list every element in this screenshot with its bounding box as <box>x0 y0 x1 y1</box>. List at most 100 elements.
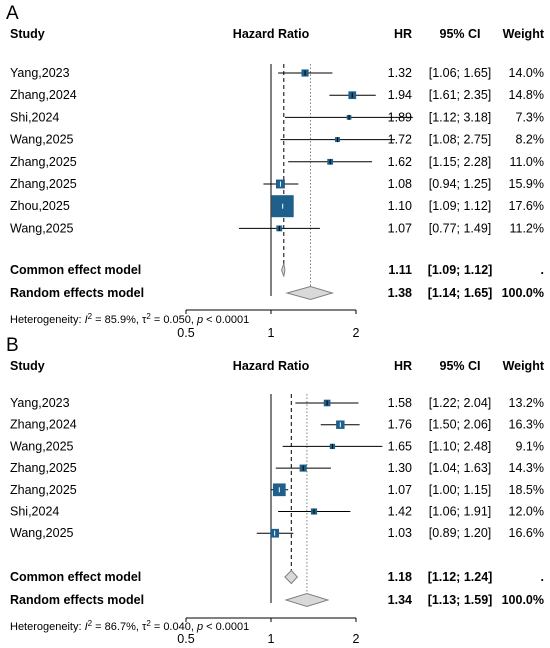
study-ci: [1.10; 2.48] <box>429 439 492 453</box>
study-label: Wang,2025 <box>10 526 74 540</box>
study-label: Zhou,2025 <box>10 199 70 213</box>
study-label: Wang,2025 <box>10 221 74 235</box>
study-ci: [0.77; 1.49] <box>429 221 492 235</box>
study-label: Shi,2024 <box>10 110 59 124</box>
study-weight: 11.0% <box>509 155 544 169</box>
x-tick-label: 1 <box>268 632 275 646</box>
study-hr: 1.07 <box>388 221 412 235</box>
x-tick-label: 2 <box>353 326 360 340</box>
header-hr: HR <box>394 359 412 373</box>
x-tick-label: 0.5 <box>177 632 194 646</box>
common-effect-ci: [1.12; 1.24] <box>428 570 493 584</box>
study-hr: 1.10 <box>388 199 412 213</box>
common-effect-label: Common effect model <box>10 570 141 584</box>
x-tick-label: 0.5 <box>177 326 194 340</box>
header-hazard-ratio: Hazard Ratio <box>233 27 310 41</box>
header-weight: Weight <box>503 27 545 41</box>
study-hr: 1.32 <box>388 66 412 80</box>
study-ci: [1.50; 2.06] <box>429 418 492 432</box>
study-weight: 8.2% <box>516 133 545 147</box>
common-effect-diamond <box>284 569 299 585</box>
study-hr: 1.94 <box>388 88 412 102</box>
study-hr: 1.76 <box>388 418 412 432</box>
study-label: Zhang,2025 <box>10 177 77 191</box>
panel-label: B <box>6 335 19 356</box>
header-study: Study <box>10 27 45 41</box>
study-ci: [0.94; 1.25] <box>429 177 492 191</box>
common-effect-ci: [1.09; 1.12] <box>428 263 493 277</box>
study-ci: [1.12; 3.18] <box>429 110 492 124</box>
study-weight: 15.9% <box>509 177 544 191</box>
random-effect-weight: 100.0% <box>502 593 544 607</box>
study-weight: 17.6% <box>509 199 544 213</box>
study-weight: 16.6% <box>509 526 544 540</box>
study-weight: 12.0% <box>509 505 544 519</box>
study-hr: 1.62 <box>388 155 412 169</box>
study-ci: [1.06; 1.91] <box>429 505 492 519</box>
study-ci: [1.00; 1.15] <box>429 483 492 497</box>
study-hr: 1.72 <box>388 133 412 147</box>
study-ci: [1.09; 1.12] <box>429 199 492 213</box>
random-effect-hr: 1.38 <box>388 286 412 300</box>
study-hr: 1.03 <box>388 526 412 540</box>
header-ci: 95% CI <box>440 359 481 373</box>
random-effect-diamond <box>284 592 330 608</box>
x-tick-label: 2 <box>353 632 360 646</box>
forest-panel-a: A Study Hazard Ratio HR 95% CI Weight Yang,202… <box>6 3 545 340</box>
study-ci: [1.15; 2.28] <box>429 155 492 169</box>
study-ci: [1.04; 1.63] <box>429 461 492 475</box>
header-hazard-ratio: Hazard Ratio <box>233 359 310 373</box>
study-ci: [0.89; 1.20] <box>429 526 492 540</box>
random-effect-hr: 1.34 <box>388 593 412 607</box>
header-ci: 95% CI <box>440 27 481 41</box>
study-hr: 1.58 <box>388 396 412 410</box>
study-label: Shi,2024 <box>10 505 59 519</box>
study-weight: 14.8% <box>509 88 544 102</box>
study-label: Yang,2023 <box>10 66 70 80</box>
study-label: Zhang,2025 <box>10 461 77 475</box>
study-label: Zhang,2025 <box>10 483 77 497</box>
study-hr: 1.07 <box>388 483 412 497</box>
study-weight: 14.0% <box>509 66 544 80</box>
common-effect-hr: 1.18 <box>388 570 412 584</box>
study-ci: [1.08; 2.75] <box>429 133 492 147</box>
common-effect-weight: . <box>541 263 544 277</box>
header-study: Study <box>10 359 45 373</box>
heterogeneity-text: Heterogeneity: I2 = 86.7%, τ2 = 0.040, p… <box>10 619 249 634</box>
header-weight: Weight <box>503 359 545 373</box>
study-weight: 7.3% <box>516 110 545 124</box>
study-label: Zhang,2025 <box>10 155 77 169</box>
study-weight: 9.1% <box>516 439 545 453</box>
study-hr: 1.08 <box>388 177 412 191</box>
x-tick-label: 1 <box>268 326 275 340</box>
common-effect-hr: 1.11 <box>388 263 412 277</box>
study-label: Wang,2025 <box>10 133 74 147</box>
study-ci: [1.06; 1.65] <box>429 66 492 80</box>
study-label: Zhang,2024 <box>10 88 77 102</box>
random-effect-label: Random effects model <box>10 593 144 607</box>
study-hr: 1.30 <box>388 461 412 475</box>
study-weight: 13.2% <box>509 396 544 410</box>
study-ci: [1.22; 2.04] <box>429 396 492 410</box>
study-label: Zhang,2024 <box>10 418 77 432</box>
panel-label: A <box>6 3 19 24</box>
study-weight: 11.2% <box>509 221 544 235</box>
common-effect-diamond <box>281 263 286 277</box>
study-ci: [1.61; 2.35] <box>429 88 492 102</box>
study-label: Wang,2025 <box>10 439 74 453</box>
study-weight: 16.3% <box>509 418 544 432</box>
common-effect-label: Common effect model <box>10 263 141 277</box>
random-effect-ci: [1.14; 1.65] <box>428 286 493 300</box>
forest-panel-b: B Study Hazard Ratio HR 95% CI Weight Yang,202… <box>6 335 545 646</box>
header-hr: HR <box>394 27 412 41</box>
random-effect-ci: [1.13; 1.59] <box>428 593 493 607</box>
study-hr: 1.65 <box>388 439 412 453</box>
study-hr: 1.42 <box>388 505 412 519</box>
common-effect-weight: . <box>541 570 544 584</box>
random-effect-weight: 100.0% <box>502 286 544 300</box>
heterogeneity-text: Heterogeneity: I2 = 85.9%, τ2 = 0.050, p… <box>10 312 249 327</box>
random-effect-diamond <box>285 285 335 301</box>
study-weight: 14.3% <box>509 461 544 475</box>
study-weight: 18.5% <box>509 483 544 497</box>
